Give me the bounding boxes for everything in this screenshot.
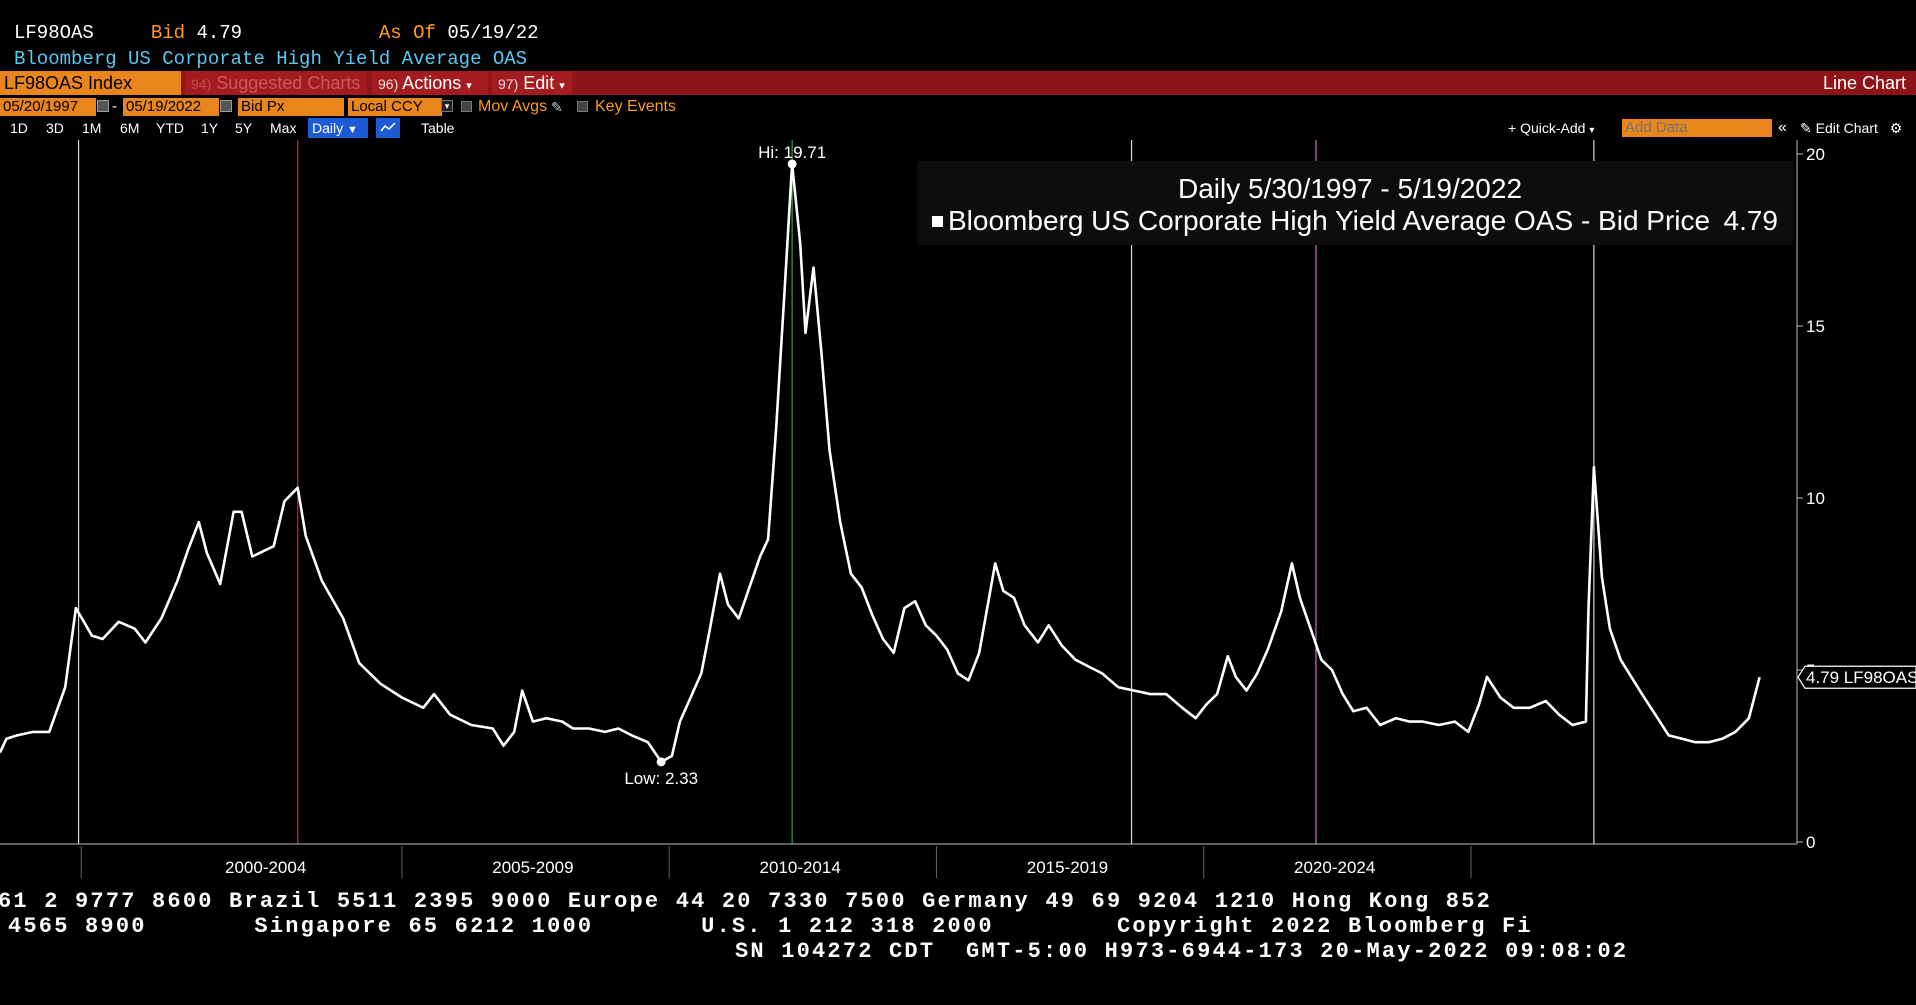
bid-label: Bid [150,22,186,44]
chevron-down-icon: ▾ [559,80,565,92]
footer-contacts-1: 61 2 9777 8600 Brazil 5511 2395 9000 Eur… [0,889,1493,914]
chevron-down-icon: ▾ [1589,125,1595,136]
suggested-label: Suggested Charts [216,73,361,93]
legend-title: Daily 5/30/1997 - 5/19/2022 [1178,173,1522,204]
edit-chart-label: Edit Chart [1815,120,1878,136]
collapse-icon[interactable]: « [1778,119,1787,136]
mov-avgs-checkbox[interactable] [461,101,472,112]
security-header: LF98OAS Bid 4.79 As Of 05/19/22 [14,22,539,44]
actions-num: 96) [378,76,399,92]
legend-swatch [932,216,943,227]
chevron-down-icon: ▼ [347,124,358,136]
edit-menu[interactable]: 97) Edit ▾ [492,71,572,95]
end-date-field[interactable]: 05/19/2022 [123,98,219,116]
main-toolbar: LF98OAS Index 94) Suggested Charts 96) A… [0,71,1916,95]
settings-row: 05/20/1997 - 05/19/2022 Bid Px Local CCY… [0,97,1916,117]
suggested-charts-button[interactable]: 94) Suggested Charts [185,71,367,95]
hi-marker [787,159,797,169]
x-tick-label: 2000-2004 [225,858,306,877]
footer-session: SN 104272 CDT GMT-5:00 H973-6944-173 20-… [735,939,1629,964]
chevron-down-icon: ▾ [466,80,472,92]
ticker: LF98OAS [14,22,94,44]
chart-type-label: Line Chart [1822,73,1906,93]
range-ytd[interactable]: YTD [156,120,184,136]
range-1m[interactable]: 1M [82,120,102,136]
frequency-label: Daily [312,120,344,136]
edit-num: 97) [498,76,519,92]
range-5y[interactable]: 5Y [235,120,253,136]
range-1y[interactable]: 1Y [201,120,219,136]
x-tick-label: 2015-2019 [1027,858,1108,877]
edit-chart-button[interactable]: ✎ Edit Chart ⚙ [1800,118,1902,138]
range-6m[interactable]: 6M [120,120,140,136]
bid-value: 4.79 [196,22,243,44]
frequency-select[interactable]: Daily ▼ [308,118,368,138]
edit-label: Edit [523,73,555,93]
date-separator: - [112,98,117,115]
asof-value: 05/19/22 [447,22,539,44]
key-events-label: Key Events [595,98,676,115]
low-label: Low: 2.33 [624,769,698,788]
gear-icon[interactable]: ⚙ [1889,120,1903,136]
line-chart: 051015202000-20042005-20092010-20142015-… [0,140,1916,878]
actions-menu[interactable]: 96) Actions ▾ [372,71,488,95]
suggested-num: 94) [191,76,212,92]
chart-legend: Daily 5/30/1997 - 5/19/2022 Bloomberg US… [917,161,1793,245]
currency-select[interactable]: Local CCY [348,98,442,116]
legend-series-name: Bloomberg US Corporate High Yield Averag… [948,205,1710,236]
legend-series-value: 4.79 [1724,205,1779,236]
chevron-down-icon[interactable]: ▾ [441,100,453,112]
footer-contacts-2: 4565 8900 Singapore 65 6212 1000 U.S. 1 … [8,914,1533,939]
mov-avgs-label: Mov Avgs [478,98,548,115]
security-description: Bloomberg US Corporate High Yield Averag… [14,48,528,70]
x-tick-label: 2005-2009 [492,858,573,877]
quick-add-button[interactable]: + Quick-Add ▾ [1508,118,1594,138]
security-field[interactable]: LF98OAS Index [0,71,181,95]
start-date-field[interactable]: 05/20/1997 [0,98,96,116]
series-line [0,162,1761,764]
y-tick-label: 15 [1806,317,1825,336]
last-value-tag [1797,665,1916,689]
calendar-icon[interactable] [97,100,109,112]
x-tick-label: 2010-2014 [760,858,841,877]
actions-label: Actions [402,73,462,93]
range-3d[interactable]: 3D [46,120,64,136]
hi-label: Hi: 19.71 [758,143,826,162]
quick-add-label: + Quick-Add [1508,120,1586,136]
key-events-checkbox[interactable] [577,101,588,112]
range-max[interactable]: Max [270,120,297,136]
price-field-select[interactable]: Bid Px [238,98,344,116]
pencil-icon: ✎ [1800,120,1812,136]
range-row: 1D 3D 1M 6M YTD 1Y 5Y Max Daily ▼ Table … [0,118,1916,138]
add-data-input[interactable] [1622,119,1772,137]
x-tick-label: 2020-2024 [1294,858,1375,877]
calendar-icon[interactable] [220,100,232,112]
table-button[interactable]: Table [421,120,455,136]
pencil-icon[interactable]: ✎ [551,99,563,115]
y-tick-label: 0 [1806,833,1815,852]
last-value-label: 4.79 LF98OAS [1806,668,1916,687]
range-1d[interactable]: 1D [10,120,28,136]
line-chart-icon[interactable] [376,118,400,138]
y-tick-label: 20 [1806,145,1825,164]
y-tick-label: 10 [1806,489,1825,508]
asof-label: As Of [378,22,436,44]
low-marker [656,757,666,767]
legend-background [917,161,1793,245]
